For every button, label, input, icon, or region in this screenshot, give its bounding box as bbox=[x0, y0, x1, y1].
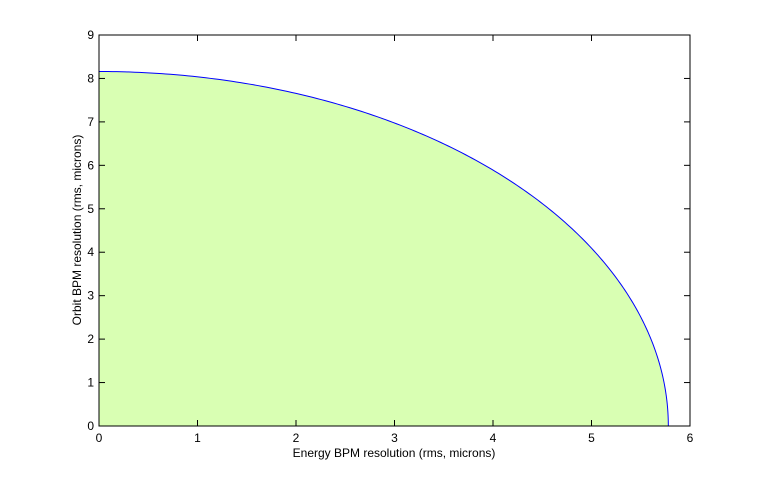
x-tick-label: 6 bbox=[687, 431, 694, 445]
x-tick-label: 3 bbox=[391, 431, 398, 445]
y-axis-ticks: 0 1 2 3 4 5 6 7 8 9 bbox=[87, 28, 690, 433]
y-tick-label: 3 bbox=[87, 289, 94, 303]
x-tick-label: 0 bbox=[96, 431, 103, 445]
y-tick-label: 4 bbox=[87, 245, 94, 259]
y-tick-label: 1 bbox=[87, 376, 94, 390]
x-tick-label: 5 bbox=[588, 431, 595, 445]
x-tick-label: 4 bbox=[490, 431, 497, 445]
y-tick-label: 7 bbox=[87, 115, 94, 129]
y-axis-label: Orbit BPM resolution (rms, microns) bbox=[70, 135, 84, 326]
feasible-region-fill bbox=[99, 71, 669, 427]
boundary-curve bbox=[98, 70, 669, 427]
x-tick-label: 1 bbox=[194, 431, 201, 445]
x-axis-label: Energy BPM resolution (rms, microns) bbox=[293, 446, 496, 460]
y-tick-label: 2 bbox=[87, 332, 94, 346]
y-tick-label: 0 bbox=[87, 419, 94, 433]
y-tick-label: 5 bbox=[87, 202, 94, 216]
x-tick-label: 2 bbox=[293, 431, 300, 445]
x-axis-ticks: 0 1 2 3 4 5 6 bbox=[96, 35, 694, 445]
y-tick-label: 6 bbox=[87, 158, 94, 172]
y-tick-label: 8 bbox=[87, 71, 94, 85]
y-tick-label: 9 bbox=[87, 28, 94, 42]
